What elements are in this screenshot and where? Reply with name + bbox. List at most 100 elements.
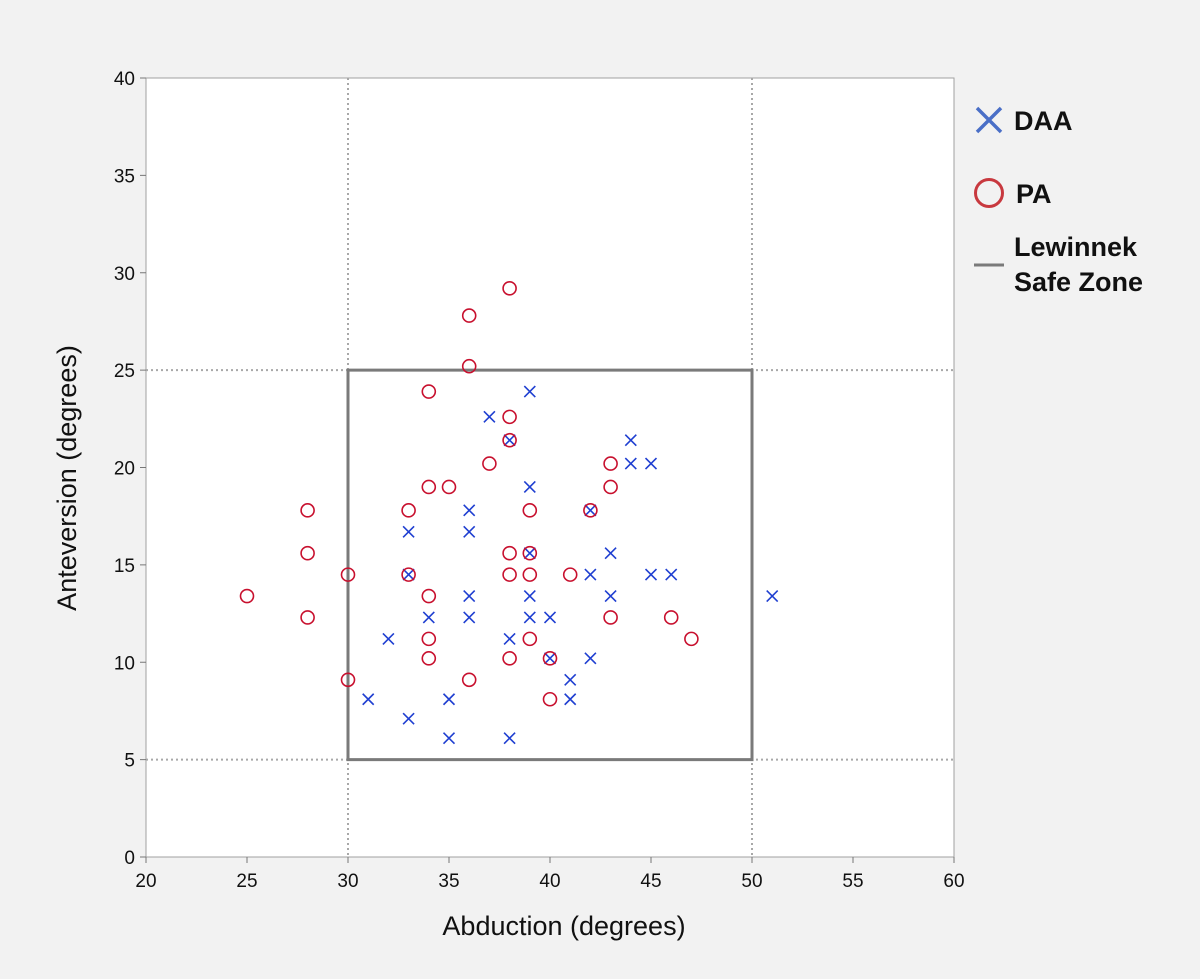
x-tick-label: 30 — [337, 871, 358, 892]
legend-circle-glyph — [974, 178, 1004, 208]
legend-x-marker-icon — [975, 106, 1003, 134]
legend: DAA PA Lewinnek Safe Zone — [974, 106, 1143, 297]
y-tick-label: 35 — [114, 166, 135, 187]
data-point-daa — [523, 611, 536, 624]
data-point-pa — [421, 631, 437, 647]
data-point-pa — [502, 281, 517, 296]
data-point-pa — [340, 567, 356, 582]
data-point-pa — [522, 567, 538, 582]
data-point-daa — [523, 589, 536, 603]
data-point-daa — [604, 547, 617, 560]
x-axis-title: Abduction (degrees) — [442, 911, 685, 941]
data-point-pa — [542, 691, 558, 707]
data-point-pa — [562, 567, 578, 582]
legend-label-daa: DAA — [1014, 106, 1073, 136]
x-axis: 20 25 30 35 40 45 50 55 60 — [135, 857, 965, 892]
data-point-daa — [362, 693, 375, 706]
data-point-pa — [684, 631, 699, 647]
data-point-pa — [401, 503, 416, 518]
data-point-daa — [463, 504, 476, 517]
data-point-daa — [442, 732, 456, 745]
y-tick-label: 0 — [124, 848, 135, 869]
legend-item-daa: DAA — [975, 106, 1073, 136]
y-tick-label: 25 — [114, 361, 135, 382]
safe-zone-box — [346, 368, 754, 762]
data-point-daa — [644, 568, 658, 581]
series-pa — [239, 281, 699, 707]
data-point-pa — [300, 545, 315, 561]
y-tick-label: 40 — [114, 69, 135, 90]
y-tick-label: 10 — [114, 653, 135, 674]
legend-circle-marker-icon — [974, 178, 1004, 208]
data-point-pa — [482, 456, 497, 471]
data-point-daa — [665, 568, 678, 581]
data-point-pa — [502, 567, 517, 582]
data-point-pa — [461, 308, 477, 323]
data-point-daa — [442, 693, 456, 706]
data-point-pa — [522, 503, 538, 518]
legend-x-glyph — [975, 106, 1003, 134]
data-point-pa — [603, 610, 618, 625]
x-tick-label: 20 — [135, 871, 156, 892]
data-point-pa — [239, 588, 255, 604]
data-point-daa — [382, 632, 395, 645]
data-point-daa — [624, 457, 637, 470]
data-point-daa — [543, 611, 557, 624]
x-tick-label: 45 — [640, 871, 661, 892]
x-tick-label: 60 — [943, 871, 964, 892]
safe-zone-rect — [346, 368, 754, 762]
data-point-daa — [543, 652, 557, 665]
data-point-pa — [502, 432, 517, 448]
data-point-daa — [584, 652, 597, 665]
data-point-daa — [402, 712, 415, 725]
x-tick-label: 40 — [539, 871, 560, 892]
data-point-pa — [421, 588, 437, 604]
data-point-daa — [523, 547, 536, 560]
data-point-pa — [502, 409, 517, 425]
data-point-daa — [523, 480, 536, 494]
data-point-pa — [461, 672, 477, 688]
y-axis: 0 5 10 15 20 25 30 35 40 — [114, 69, 146, 869]
data-point-daa — [523, 385, 536, 398]
y-tick-label: 20 — [114, 459, 135, 480]
series-daa — [362, 385, 779, 745]
data-point-pa — [522, 631, 538, 647]
x-tick-label: 35 — [438, 871, 459, 892]
x-tick-label: 55 — [842, 871, 863, 892]
legend-label-pa: PA — [1016, 179, 1052, 209]
x-tick-label: 50 — [741, 871, 762, 892]
y-tick-label: 15 — [114, 556, 135, 577]
data-point-daa — [564, 673, 577, 686]
data-point-pa — [583, 503, 598, 518]
data-point-daa — [564, 693, 577, 706]
data-point-pa — [300, 610, 315, 625]
data-point-daa — [584, 504, 597, 517]
data-point-daa — [422, 611, 435, 624]
x-tick-label: 25 — [236, 871, 257, 892]
legend-label-safe-zone-line2: Safe Zone — [1014, 267, 1143, 297]
data-point-pa — [421, 479, 437, 495]
data-point-daa — [503, 632, 516, 645]
data-point-daa — [503, 434, 516, 447]
data-point-pa — [441, 479, 457, 495]
y-axis-title: Anteversion (degrees) — [52, 345, 82, 611]
data-point-pa — [340, 672, 356, 688]
data-point-daa — [584, 568, 597, 581]
data-point-pa — [603, 479, 618, 495]
data-point-daa — [402, 568, 415, 581]
data-point-pa — [421, 651, 437, 666]
data-point-pa — [421, 384, 437, 399]
data-point-pa — [603, 456, 618, 471]
data-point-pa — [461, 358, 477, 374]
data-point-daa — [463, 525, 476, 538]
legend-label-safe-zone-line1: Lewinnek — [1014, 232, 1138, 262]
data-point-daa — [604, 589, 617, 603]
legend-item-safe-zone: Lewinnek Safe Zone — [974, 232, 1143, 297]
data-point-daa — [644, 457, 658, 470]
data-point-pa — [401, 567, 416, 582]
data-point-daa — [766, 589, 779, 603]
data-point-pa — [522, 545, 538, 561]
legend-item-pa: PA — [974, 178, 1052, 209]
